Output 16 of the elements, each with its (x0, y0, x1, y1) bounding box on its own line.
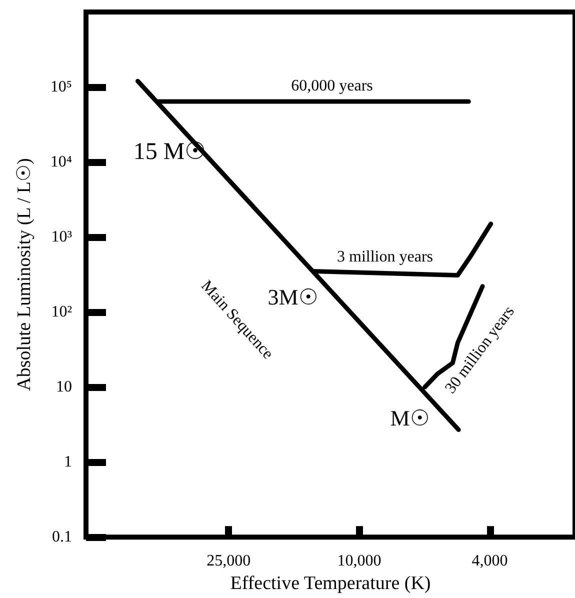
y-tick-label: 10⁴ (50, 154, 72, 171)
annotation: 3M☉ (268, 284, 318, 310)
annotation: 3 million years (337, 248, 433, 266)
y-tick-label: 0.1 (52, 528, 72, 546)
x-axis-title: Effective Temperature (K) (230, 573, 431, 594)
y-tick-label: 10⁵ (50, 78, 72, 96)
x-tick-label: 10,000 (337, 552, 382, 570)
y-axis-title: Absolute Luminosity (L / L☉) (14, 158, 35, 391)
x-tick-label: 4,000 (472, 552, 508, 570)
y-tick-label: 10³ (51, 228, 72, 246)
y-tick-label: 1 (64, 454, 72, 471)
y-tick-label: 10² (51, 304, 72, 321)
annotation: 60,000 years (291, 78, 373, 94)
annotation: M☉ (390, 406, 430, 430)
x-tick-label: 25,000 (206, 552, 251, 570)
y-tick-label: 10 (56, 378, 72, 396)
